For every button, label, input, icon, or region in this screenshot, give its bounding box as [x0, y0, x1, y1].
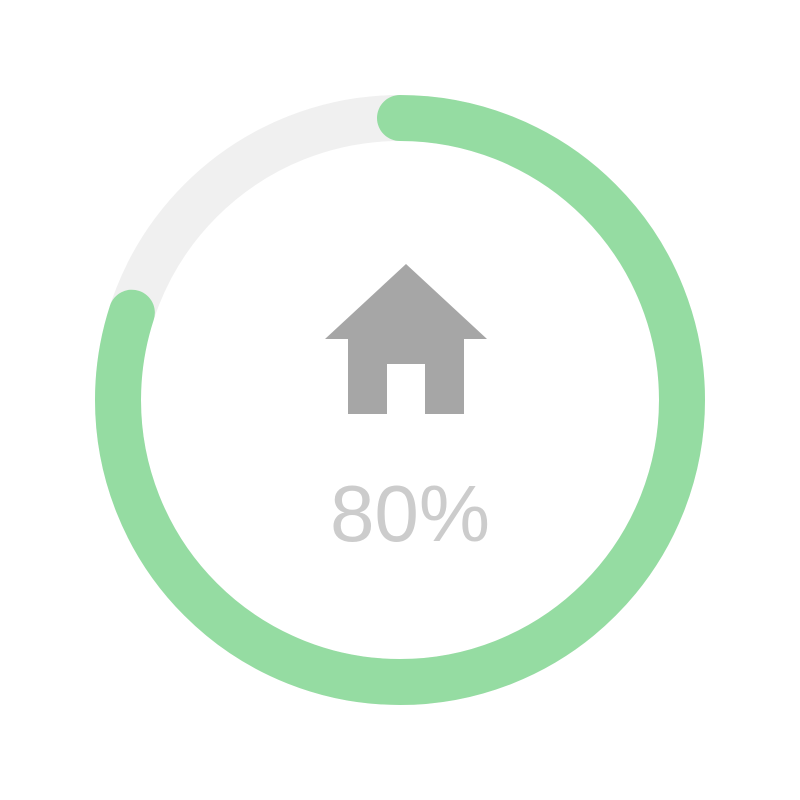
home-icon: [325, 264, 487, 414]
progress-fill: [95, 95, 705, 705]
percent-label: 80%: [329, 469, 491, 558]
